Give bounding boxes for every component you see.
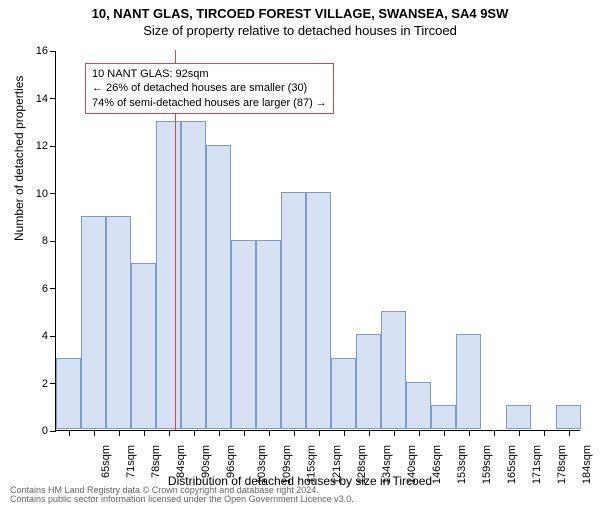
histogram-chart: 024681012141665sqm71sqm78sqm84sqm90sqm96…: [55, 51, 580, 431]
y-tick: [50, 241, 56, 242]
callout-line-2: ← 26% of detached houses are smaller (30…: [92, 81, 327, 95]
histogram-bar: [406, 382, 431, 429]
histogram-bar: [306, 192, 331, 429]
callout-line-1: 10 NANT GLAS: 92sqm: [92, 67, 327, 81]
y-tick-label: 4: [42, 330, 48, 342]
x-tick: [269, 430, 270, 436]
x-tick: [419, 430, 420, 436]
footnote: Contains HM Land Registry data © Crown c…: [10, 486, 354, 504]
y-tick-label: 2: [42, 378, 48, 390]
x-tick: [194, 430, 195, 436]
y-tick: [50, 193, 56, 194]
histogram-bar: [506, 405, 531, 429]
y-axis-label: Number of detached properties: [12, 76, 26, 241]
y-tick: [50, 51, 56, 52]
x-tick: [344, 430, 345, 436]
y-tick: [50, 431, 56, 432]
histogram-bar: [356, 334, 381, 429]
y-tick-label: 16: [36, 45, 48, 57]
y-tick: [50, 146, 56, 147]
x-tick: [69, 430, 70, 436]
y-tick-label: 0: [42, 425, 48, 437]
histogram-bar: [106, 216, 131, 429]
histogram-bar: [281, 192, 306, 429]
x-tick: [319, 430, 320, 436]
histogram-bar: [256, 240, 281, 430]
x-tick: [244, 430, 245, 436]
x-tick: [394, 430, 395, 436]
y-tick: [50, 288, 56, 289]
y-tick: [50, 98, 56, 99]
y-tick: [50, 336, 56, 337]
x-tick: [119, 430, 120, 436]
x-tick: [219, 430, 220, 436]
callout-line-3: 74% of semi-detached houses are larger (…: [92, 96, 327, 110]
histogram-bar: [556, 405, 581, 429]
x-tick: [144, 430, 145, 436]
histogram-bar: [331, 358, 356, 429]
histogram-bar: [181, 121, 206, 429]
histogram-bar: [56, 358, 81, 429]
y-tick-label: 14: [36, 93, 48, 105]
histogram-bar: [81, 216, 106, 429]
title-subtitle: Size of property relative to detached ho…: [0, 23, 600, 38]
histogram-bar: [231, 240, 256, 430]
title-address: 10, NANT GLAS, TIRCOED FOREST VILLAGE, S…: [0, 6, 600, 21]
x-tick: [369, 430, 370, 436]
y-tick-label: 6: [42, 283, 48, 295]
histogram-bar: [156, 121, 181, 429]
x-tick: [444, 430, 445, 436]
x-tick: [94, 430, 95, 436]
x-tick: [569, 430, 570, 436]
histogram-bar: [131, 263, 156, 429]
x-tick: [544, 430, 545, 436]
histogram-bar: [206, 145, 231, 429]
callout-box: 10 NANT GLAS: 92sqm ← 26% of detached ho…: [85, 63, 334, 114]
histogram-bar: [381, 311, 406, 429]
y-tick-label: 8: [42, 235, 48, 247]
y-tick-label: 10: [36, 188, 48, 200]
histogram-bar: [431, 405, 456, 429]
histogram-bar: [456, 334, 481, 429]
x-tick: [469, 430, 470, 436]
x-tick: [494, 430, 495, 436]
x-tick: [169, 430, 170, 436]
x-tick: [519, 430, 520, 436]
y-tick-label: 12: [36, 140, 48, 152]
x-tick: [294, 430, 295, 436]
